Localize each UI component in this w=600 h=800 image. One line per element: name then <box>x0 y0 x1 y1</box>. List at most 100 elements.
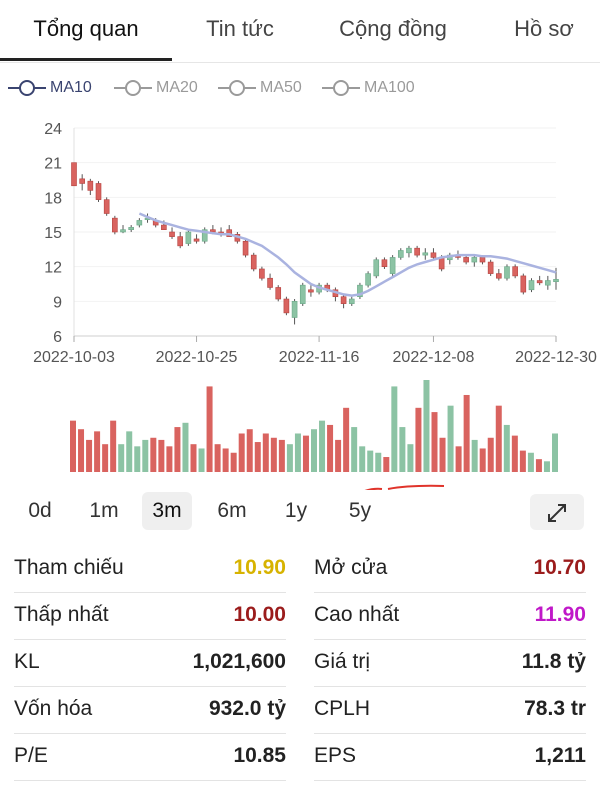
volume-bar <box>423 380 430 472</box>
tab-profile[interactable]: Hồ sơ <box>514 16 574 41</box>
ma50-label: MA50 <box>260 79 302 96</box>
ma-line-icon <box>322 80 360 96</box>
candle-body <box>95 183 102 200</box>
candle-body <box>487 261 494 274</box>
volume-bar <box>359 446 366 472</box>
volume-bar <box>246 429 253 472</box>
volume-bar <box>142 439 149 472</box>
candle-body <box>201 229 208 242</box>
candle-body <box>136 220 143 226</box>
volume-bar <box>70 420 76 472</box>
expand-button[interactable] <box>530 494 584 530</box>
volume-bar <box>158 439 165 472</box>
volume-bar <box>134 446 141 472</box>
candle-body <box>283 298 290 314</box>
candle-body <box>185 231 192 244</box>
candle-body <box>536 280 543 284</box>
stat-label: Vốn hóa <box>14 697 93 720</box>
y-tick-label: 6 <box>53 329 62 346</box>
x-tick-label: 2022-11-16 <box>279 349 360 366</box>
stat-open: Mở cửa 10.70 <box>314 546 586 593</box>
candle-body <box>553 279 559 282</box>
candle-body <box>528 280 535 291</box>
range-6m[interactable]: 6m <box>217 499 247 522</box>
tab-news[interactable]: Tin tức <box>206 16 274 41</box>
candle-body <box>348 298 355 304</box>
tab-overview[interactable]: Tổng quan <box>33 16 139 41</box>
volume-bar <box>375 452 382 472</box>
candle-body <box>169 231 175 237</box>
candle-body <box>504 266 510 279</box>
candle-body <box>308 289 314 293</box>
candle-body <box>267 277 273 288</box>
x-tick-label: 2022-12-30 <box>515 349 597 366</box>
price-chart[interactable]: 24 21 18 15 12 9 6 2022-10-03 2022-10-25 2022-11… <box>0 110 600 490</box>
volume-bar <box>367 450 374 472</box>
ma10-label: MA10 <box>50 79 92 96</box>
candle-body <box>259 268 265 279</box>
stats-row: KL 1,021,600 Giá trị 11.8 tỷ <box>0 640 600 687</box>
candle-body <box>430 252 437 258</box>
range-5y[interactable]: 5y <box>348 499 372 522</box>
stat-label: P/E <box>14 744 48 767</box>
volume-bar <box>503 424 510 472</box>
volume-bar <box>262 433 269 472</box>
ma-line-icon <box>218 80 256 96</box>
candle-body <box>389 257 396 274</box>
volume-bar <box>214 444 221 472</box>
candle-body <box>463 257 469 263</box>
volume-bar <box>286 444 293 472</box>
stat-value-traded: Giá trị 11.8 tỷ <box>314 640 586 687</box>
volume-bar <box>174 427 181 472</box>
stat-label: EPS <box>314 744 357 767</box>
candle-body <box>397 250 404 258</box>
y-tick-label: 12 <box>44 260 62 277</box>
range-3m[interactable]: 3m <box>142 492 192 530</box>
volume-bars <box>70 380 558 472</box>
stat-value: 10.90 <box>233 556 286 579</box>
volume-bar <box>407 444 414 472</box>
candle-body <box>471 257 478 263</box>
volume-bar <box>302 435 309 472</box>
candle-body <box>193 238 200 242</box>
chart-grid <box>73 127 556 337</box>
volume-bar <box>118 444 125 472</box>
volume-bar <box>110 420 117 472</box>
volume-bar <box>471 439 478 472</box>
stat-label: Tham chiếu <box>14 556 124 579</box>
range-1m[interactable]: 1m <box>89 499 119 522</box>
volume-bar <box>487 437 494 472</box>
stat-high: Cao nhất 11.90 <box>314 593 586 640</box>
candle-body <box>365 273 371 286</box>
ma-line-icon <box>8 80 46 96</box>
stat-value: 932.0 tỷ <box>208 697 286 720</box>
volume-bar <box>431 412 438 472</box>
stat-shares-outstanding: CPLH 78.3 tr <box>314 687 586 734</box>
candle-body <box>112 217 118 233</box>
candle-body <box>87 180 94 191</box>
candle-body <box>275 287 282 300</box>
tab-community[interactable]: Cộng đồng <box>339 16 447 41</box>
x-tick-label: 2022-10-25 <box>156 349 238 366</box>
volume-bar <box>343 407 350 472</box>
x-tick-label: 2022-12-08 <box>393 349 475 366</box>
candle-body <box>250 254 257 270</box>
volume-bar <box>383 457 390 472</box>
volume-bar <box>254 442 261 472</box>
range-1y[interactable]: 1y <box>284 499 308 522</box>
volume-bar <box>294 433 301 472</box>
range-0d[interactable]: 0d <box>28 499 52 522</box>
volume-bar <box>206 386 213 472</box>
stat-label: CPLH <box>314 697 371 720</box>
stat-pe: P/E 10.85 <box>14 734 286 781</box>
stats-row: Tham chiếu 10.90 Mở cửa 10.70 <box>0 546 600 593</box>
volume-bar <box>519 450 526 472</box>
candle-body <box>242 240 249 256</box>
range-selector: 0d 1m 3m 6m 1y 5y <box>0 492 600 532</box>
stat-label: Mở cửa <box>314 556 388 579</box>
candle-body <box>381 259 388 267</box>
candle-body <box>71 162 77 187</box>
volume-bar <box>399 427 406 472</box>
volume-bar <box>311 429 317 472</box>
volume-bar <box>463 394 470 472</box>
